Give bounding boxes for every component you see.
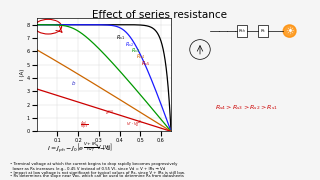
Text: • Terminal voltage at which the current begins to drop rapidly becomes progressi: • Terminal voltage at which the current … (10, 163, 177, 166)
Text: $I = J_{ph} - J_0\left[e^{\dfrac{V+IR_s}{nV_T}} - 1\right]$: $I = J_{ph} - J_0\left[e^{\dfrac{V+IR_s}… (47, 142, 113, 156)
X-axis label: V (V): V (V) (97, 145, 111, 150)
FancyBboxPatch shape (258, 25, 268, 37)
Text: b: b (72, 81, 76, 86)
Text: ☀: ☀ (285, 26, 294, 36)
Text: $R_{s5}$: $R_{s5}$ (141, 59, 150, 68)
Text: $R_{s2}$: $R_{s2}$ (125, 40, 134, 49)
Text: $e^{V/V}$: $e^{V/V}$ (105, 109, 115, 118)
FancyBboxPatch shape (237, 25, 247, 37)
Text: $R_{s1}$: $R_{s1}$ (116, 33, 125, 42)
Text: lower as Rs increases (e.g., 0.45 V instead of 0.55 V), since Vd = V + IRs → Vd: lower as Rs increases (e.g., 0.45 V inst… (10, 167, 165, 171)
Text: • Rs determines the slope near Voc, which can be used to determine Rs from datas: • Rs determines the slope near Voc, whic… (10, 174, 183, 178)
Y-axis label: I (A): I (A) (20, 69, 25, 80)
Text: $R_{s3}$: $R_{s3}$ (131, 46, 140, 55)
Text: $V_T \cdot V_D^{-V_T}$: $V_T \cdot V_D^{-V_T}$ (126, 118, 143, 129)
Text: $R_s$: $R_s$ (260, 27, 266, 35)
Text: • Impact at low voltage is not significant for typical values of Rs, since V + I: • Impact at low voltage is not significa… (10, 171, 184, 175)
Text: $\frac{d(a)}{nqct}$: $\frac{d(a)}{nqct}$ (80, 119, 89, 132)
Text: $R_{s4} > R_{s3} > R_{s2} > R_{s1}$: $R_{s4} > R_{s3} > R_{s2} > R_{s1}$ (215, 103, 278, 112)
Text: $R_{sh}$: $R_{sh}$ (238, 27, 246, 35)
Text: $R_{s4}$: $R_{s4}$ (136, 52, 145, 61)
Text: Effect of series resistance: Effect of series resistance (92, 10, 228, 20)
Circle shape (283, 25, 296, 37)
